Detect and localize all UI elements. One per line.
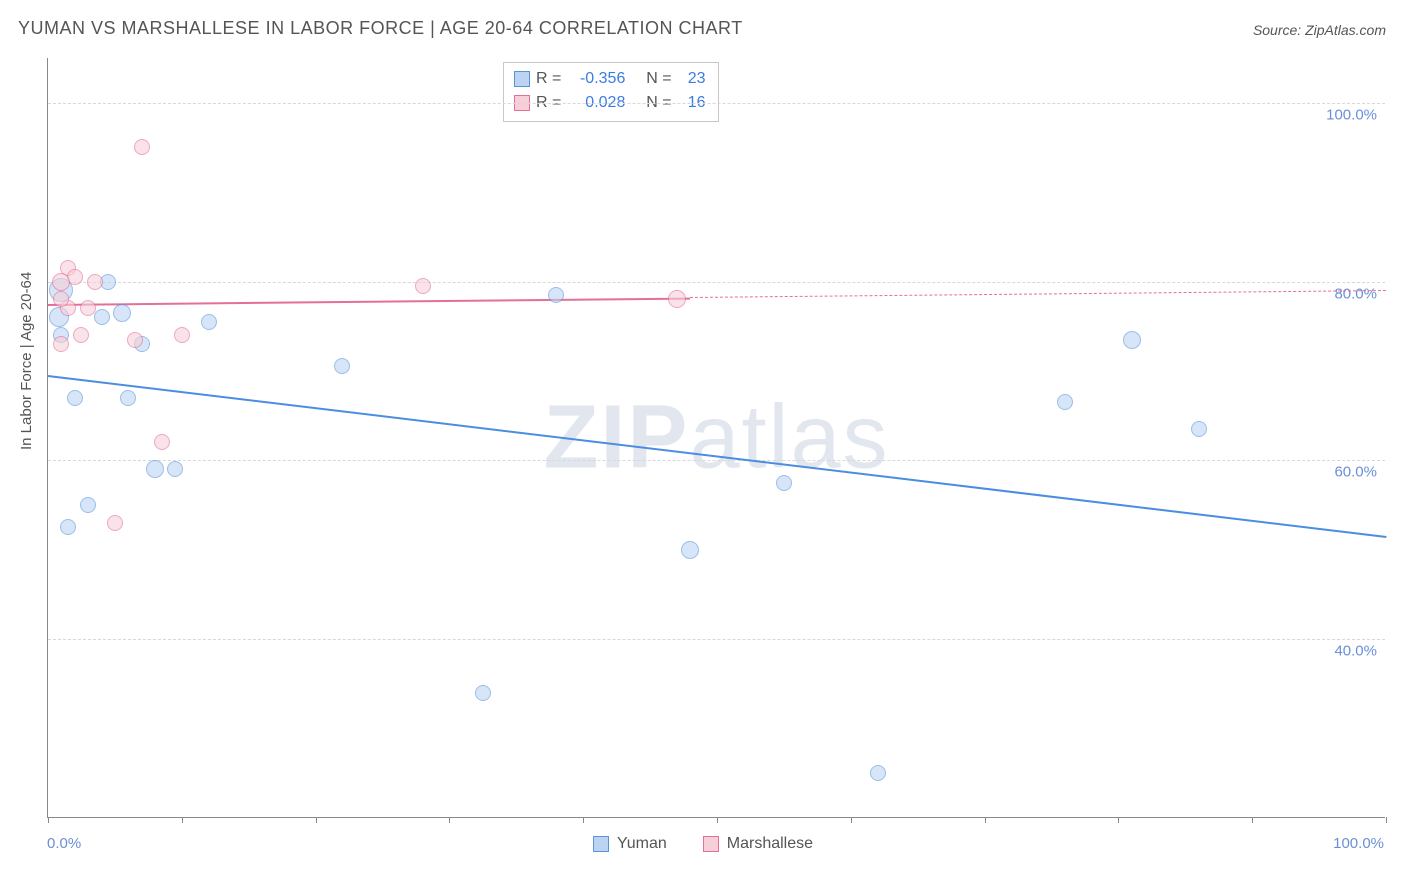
x-tick [449, 817, 450, 823]
data-point [415, 278, 431, 294]
data-point [1191, 421, 1207, 437]
x-tick [1386, 817, 1387, 823]
r-value: -0.356 [567, 67, 625, 91]
data-point [167, 461, 183, 477]
x-tick [583, 817, 584, 823]
x-tick [717, 817, 718, 823]
watermark: ZIPatlas [543, 386, 889, 489]
series-swatch [514, 71, 530, 87]
gridline [48, 460, 1385, 461]
trend-line [48, 297, 690, 305]
y-tick-label: 40.0% [1334, 643, 1377, 660]
data-point [80, 497, 96, 513]
data-point [80, 300, 96, 316]
y-axis-label: In Labor Force | Age 20-64 [18, 272, 35, 450]
x-tick-label-min: 0.0% [47, 835, 81, 852]
legend-item: Yuman [593, 835, 667, 853]
x-tick [1118, 817, 1119, 823]
data-point [67, 390, 83, 406]
y-tick-label: 60.0% [1334, 464, 1377, 481]
data-point [1057, 394, 1073, 410]
y-tick-label: 100.0% [1326, 106, 1377, 123]
y-tick-label: 80.0% [1334, 285, 1377, 302]
legend-label: Marshallese [727, 835, 813, 853]
r-label: R = [536, 67, 561, 91]
gridline [48, 103, 1385, 104]
x-tick-label-max: 100.0% [1333, 835, 1384, 852]
x-tick [48, 817, 49, 823]
data-point [1123, 331, 1141, 349]
n-label: N = [646, 67, 671, 91]
data-point [870, 765, 886, 781]
data-point [127, 332, 143, 348]
data-point [776, 475, 792, 491]
stats-row: R =-0.356 N = 23 [514, 67, 706, 91]
data-point [668, 290, 686, 308]
data-point [174, 327, 190, 343]
data-point [73, 327, 89, 343]
data-point [53, 291, 69, 307]
chart-title: YUMAN VS MARSHALLESE IN LABOR FORCE | AG… [18, 18, 743, 39]
data-point [52, 273, 70, 291]
trend-line [48, 375, 1386, 538]
series-swatch [593, 836, 609, 852]
trend-line [690, 290, 1386, 298]
data-point [134, 139, 150, 155]
series-swatch [703, 836, 719, 852]
data-point [87, 274, 103, 290]
gridline [48, 639, 1385, 640]
gridline [48, 282, 1385, 283]
data-point [113, 304, 131, 322]
x-tick [851, 817, 852, 823]
data-point [475, 685, 491, 701]
data-point [334, 358, 350, 374]
data-point [53, 336, 69, 352]
x-tick [1252, 817, 1253, 823]
stats-legend-box: R =-0.356 N =23R =0.028 N =16 [503, 62, 719, 122]
data-point [201, 314, 217, 330]
plot-area: ZIPatlas R =-0.356 N =23R =0.028 N =16 4… [47, 58, 1385, 818]
source-attribution: Source: ZipAtlas.com [1253, 22, 1386, 38]
n-value: 23 [678, 67, 706, 91]
x-tick [316, 817, 317, 823]
data-point [120, 390, 136, 406]
data-point [94, 309, 110, 325]
x-tick [182, 817, 183, 823]
legend-item: Marshallese [703, 835, 813, 853]
data-point [146, 460, 164, 478]
data-point [60, 519, 76, 535]
chart-container: YUMAN VS MARSHALLESE IN LABOR FORCE | AG… [0, 0, 1406, 892]
data-point [681, 541, 699, 559]
data-point [154, 434, 170, 450]
x-tick [985, 817, 986, 823]
legend-label: Yuman [617, 835, 667, 853]
bottom-legend: Yuman Marshallese [0, 835, 1406, 857]
data-point [107, 515, 123, 531]
data-point [548, 287, 564, 303]
